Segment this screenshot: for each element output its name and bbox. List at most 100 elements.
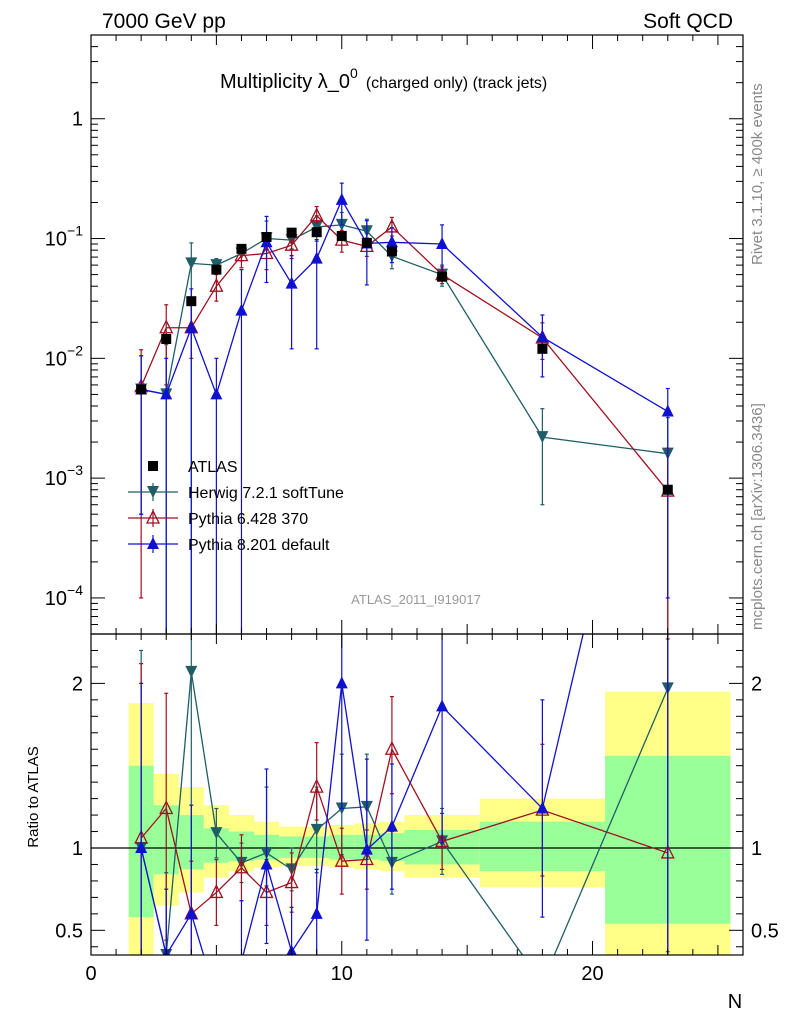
- data-point-herwig: [536, 977, 548, 989]
- data-point-pythia8: [185, 320, 198, 333]
- series-line-pythia6: [140, 747, 668, 916]
- data-point-pythia8: [335, 676, 348, 689]
- data-point-herwig: [185, 665, 198, 678]
- ratio-y-tick-label: 2: [72, 673, 83, 695]
- y-tick-base: 10: [45, 468, 67, 490]
- series-line-pythia6: [140, 214, 669, 492]
- data-point-pythia8: [536, 330, 549, 343]
- ratio-y-tick-label-right: 0.5: [751, 920, 779, 942]
- data-point-pythia8: [661, 404, 674, 417]
- data-point-atlas: [386, 246, 397, 257]
- ratio-bands-layer: [128, 691, 731, 955]
- y-tick-label: 10−1: [45, 223, 83, 251]
- series-atlas: [136, 227, 673, 495]
- data-point-pythia6: [309, 207, 324, 222]
- analysis-id: ATLAS_2011_I919017: [351, 592, 481, 607]
- data-point-pythia8: [185, 906, 198, 919]
- data-point-pythia6: [284, 874, 299, 889]
- rivet-label: Rivet 3.1.10, ≥ 400k events: [749, 83, 766, 265]
- data-point-atlas: [261, 231, 272, 242]
- data-point-pythia6: [384, 740, 399, 755]
- x-axis-label: N: [728, 991, 742, 1013]
- y-tick-base: 10: [45, 229, 67, 251]
- data-point-pythia8: [310, 906, 323, 919]
- data-point-pythia8: [436, 699, 449, 712]
- ticks-layer: 10−410−310−210−110 10 200.5 0.51 12 2: [45, 34, 779, 985]
- data-point-herwig: [185, 257, 198, 270]
- legend-label-atlas: ATLAS: [188, 459, 238, 476]
- data-point-pythia8: [210, 991, 222, 1003]
- legend-label-pythia8: Pythia 8.201 default: [188, 537, 330, 554]
- legend-marker-pythia8: [147, 537, 159, 549]
- y-tick-base: 1: [72, 109, 83, 131]
- title-main: Multiplicity λ_0: [220, 71, 350, 93]
- data-point-atlas: [161, 334, 172, 345]
- data-point-pythia8: [210, 387, 223, 400]
- ratio-y-tick-label: 1: [72, 838, 83, 860]
- data-point-atlas: [662, 484, 673, 495]
- legend-marker-pythia6: [145, 509, 161, 524]
- data-point-pythia6: [159, 800, 174, 815]
- title-suffix: (charged only) (track jets): [366, 75, 547, 92]
- data-point-pythia8: [260, 857, 273, 870]
- header-left: 7000 GeV pp: [102, 10, 226, 33]
- data-point-pythia6: [234, 247, 249, 262]
- data-point-pythia8: [360, 842, 373, 855]
- data-point-pythia8: [241, 954, 242, 955]
- data-point-pythia8: [310, 251, 323, 264]
- y-tick-label: 10−2: [45, 342, 83, 370]
- x-tick-label: 10: [331, 963, 353, 985]
- legend-label-pythia6: Pythia 6.428 370: [188, 511, 308, 528]
- y-tick-exponent: −1: [67, 223, 83, 239]
- ratio-band-inner: [279, 836, 305, 858]
- data-point-herwig: [310, 220, 323, 233]
- series-pythia8: [135, 182, 674, 634]
- data-point-atlas: [211, 264, 222, 275]
- mcplots-label: mcplots.cern.ch [arXiv:1306.3436]: [749, 403, 766, 630]
- legend-label-herwig: Herwig 7.2.1 softTune: [188, 485, 344, 502]
- data-point-atlas: [336, 230, 347, 241]
- data-point-atlas: [311, 227, 322, 238]
- title-superscript: 0: [350, 65, 358, 81]
- series-line-herwig: [141, 224, 668, 455]
- y-tick-label: 10−3: [45, 462, 83, 490]
- data-point-pythia6: [435, 832, 450, 848]
- legend: ATLAS Herwig 7.2.1 softTune Pythia 6.428 3…: [128, 459, 344, 554]
- data-point-atlas: [136, 384, 147, 395]
- data-point-atlas: [236, 243, 247, 254]
- ratio-y-tick-label-right: 2: [751, 673, 762, 695]
- data-point-pythia8: [536, 801, 549, 814]
- data-point-atlas: [186, 296, 197, 307]
- ratio-series-layer: [134, 265, 675, 1003]
- data-point-pythia6: [284, 236, 299, 251]
- series-line-pythia8: [141, 198, 669, 413]
- data-point-atlas: [361, 237, 372, 248]
- ratio-y-tick-label: 0.5: [55, 920, 83, 942]
- data-point-pythia8: [235, 303, 248, 316]
- data-point-pythia6: [234, 859, 249, 874]
- data-point-atlas: [286, 227, 297, 238]
- y-tick-exponent: −3: [67, 462, 83, 478]
- legend-marker-herwig: [147, 486, 159, 498]
- data-point-pythia6: [159, 319, 174, 334]
- data-point-pythia8: [285, 276, 298, 289]
- main-series-layer: [134, 182, 675, 634]
- data-point-pythia8: [436, 237, 449, 250]
- data-point-herwig: [310, 823, 323, 836]
- data-point-pythia8: [662, 265, 674, 277]
- x-tick-label: 20: [581, 963, 603, 985]
- series-line-herwig: [140, 671, 669, 955]
- ratio-y-tick-label-right: 1: [751, 838, 762, 860]
- legend-marker-atlas: [148, 461, 158, 471]
- plot-title: Multiplicity λ_00 (charged only) (track j…: [220, 65, 547, 93]
- y-tick-base: 10: [45, 588, 67, 610]
- data-point-pythia6: [209, 277, 224, 292]
- data-point-pythia6: [309, 778, 324, 793]
- y-tick-label: 1: [72, 109, 83, 131]
- data-point-pythia8: [135, 841, 148, 853]
- data-point-pythia8: [385, 235, 398, 248]
- data-point-atlas: [537, 343, 548, 354]
- data-point-herwig: [536, 431, 549, 444]
- data-point-pythia8: [160, 387, 173, 400]
